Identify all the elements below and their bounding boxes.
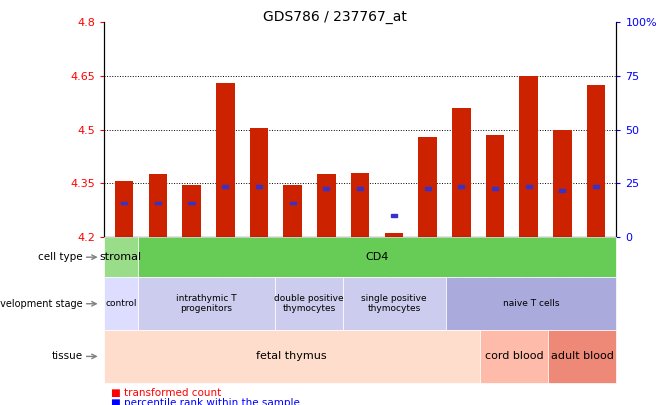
Bar <box>283 185 302 237</box>
Bar <box>519 76 538 237</box>
Bar <box>250 128 268 237</box>
Bar <box>391 214 397 217</box>
Bar <box>593 185 599 188</box>
Text: cord blood: cord blood <box>484 352 543 361</box>
Text: fetal thymus: fetal thymus <box>257 352 327 361</box>
Text: ■ percentile rank within the sample: ■ percentile rank within the sample <box>111 398 299 405</box>
Bar <box>155 202 161 205</box>
Bar <box>289 202 295 205</box>
Text: single positive
thymocytes: single positive thymocytes <box>362 294 427 313</box>
Bar <box>553 130 572 237</box>
Bar <box>149 174 167 237</box>
Text: double positive
thymocytes: double positive thymocytes <box>274 294 344 313</box>
Bar <box>256 185 262 188</box>
Text: stromal: stromal <box>100 252 142 262</box>
Text: naive T cells: naive T cells <box>502 299 559 308</box>
Bar <box>222 185 228 188</box>
Bar <box>452 108 470 237</box>
Bar <box>587 85 606 237</box>
Text: ■ transformed count: ■ transformed count <box>111 388 221 398</box>
Bar <box>357 187 363 190</box>
Bar <box>418 137 437 237</box>
Bar <box>324 187 330 190</box>
Bar <box>216 83 234 237</box>
Bar <box>385 233 403 237</box>
Bar <box>317 174 336 237</box>
Bar <box>188 202 194 205</box>
Text: adult blood: adult blood <box>551 352 614 361</box>
Bar <box>115 181 133 237</box>
Bar <box>492 187 498 190</box>
Bar <box>182 185 201 237</box>
Text: control: control <box>105 299 137 308</box>
Bar <box>559 189 565 192</box>
Bar <box>458 185 464 188</box>
Bar <box>526 185 532 188</box>
Text: cell type: cell type <box>38 252 82 262</box>
Text: CD4: CD4 <box>366 252 389 262</box>
Bar <box>351 173 369 237</box>
Bar <box>121 202 127 205</box>
Bar <box>486 135 505 237</box>
Text: intrathymic T
progenitors: intrathymic T progenitors <box>176 294 237 313</box>
Text: tissue: tissue <box>52 352 82 361</box>
Bar <box>425 187 431 190</box>
Text: GDS786 / 237767_at: GDS786 / 237767_at <box>263 10 407 24</box>
Text: development stage: development stage <box>0 299 82 309</box>
